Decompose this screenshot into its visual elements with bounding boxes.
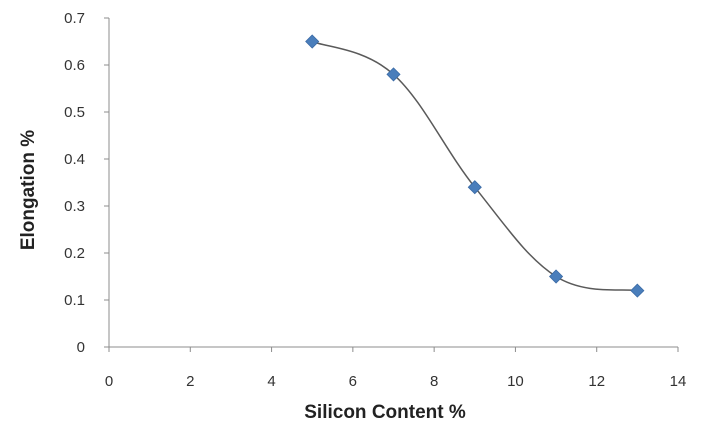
x-axis-title: Silicon Content % xyxy=(304,402,466,423)
x-tick-label: 8 xyxy=(430,373,438,390)
y-tick-label: 0.3 xyxy=(64,198,85,215)
data-point xyxy=(386,67,401,82)
x-tick-label: 6 xyxy=(349,373,357,390)
data-point xyxy=(467,180,482,195)
data-point xyxy=(630,283,645,298)
y-tick-label: 0.4 xyxy=(64,151,85,168)
y-tick-label: 0 xyxy=(77,339,85,356)
data-point xyxy=(305,34,320,49)
y-tick-label: 0.2 xyxy=(64,245,85,262)
x-tick-label: 10 xyxy=(507,373,524,390)
y-tick-label: 0.1 xyxy=(64,292,85,309)
y-tick-label: 0.5 xyxy=(64,104,85,121)
plot-area: 0 0.1 0.2 0.3 0.4 0.5 0.6 0.7 0 2 4 6 8 10 12 14 xyxy=(64,10,686,390)
x-tick-label: 4 xyxy=(267,373,275,390)
x-tick-label: 14 xyxy=(670,373,687,390)
data-point xyxy=(549,269,564,284)
y-tick-label: 0.7 xyxy=(64,10,85,27)
x-tick-label: 12 xyxy=(588,373,605,390)
y-axis-title: Elongation % xyxy=(18,130,39,250)
series-line xyxy=(311,40,638,292)
y-tick-label: 0.6 xyxy=(64,57,85,74)
x-tick-label: 2 xyxy=(186,373,194,390)
x-tick-label: 0 xyxy=(105,373,113,390)
